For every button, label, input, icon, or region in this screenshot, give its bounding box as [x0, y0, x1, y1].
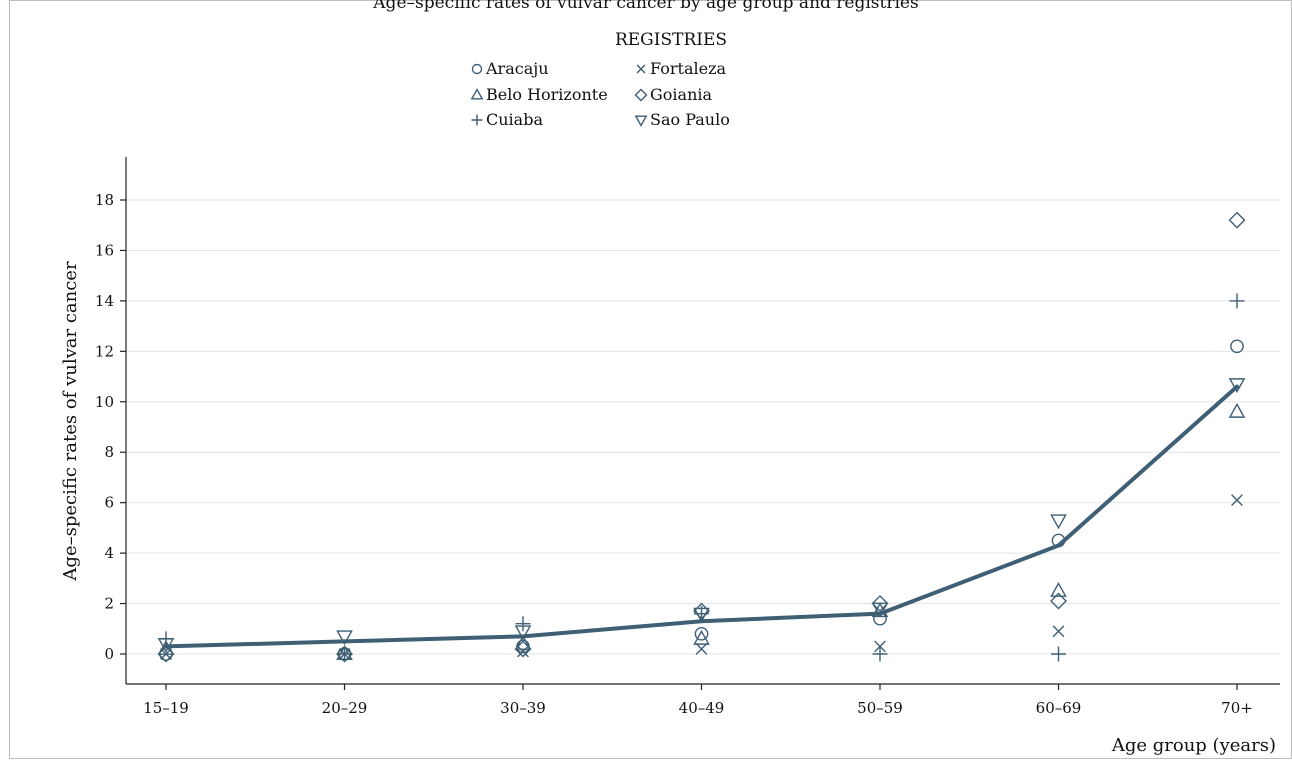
y-tick-label: 14: [95, 292, 114, 310]
data-point-cuiaba-2: [515, 616, 531, 632]
data-point-goiania-6: [1228, 211, 1246, 229]
x-tick-label: 30–39: [500, 699, 546, 717]
data-point-aracaju-6: [1230, 339, 1244, 354]
data-point-cuiaba-5: [1051, 646, 1066, 662]
data-point-belo-horizonte-5: [1050, 582, 1067, 597]
data-point-sao-paulo-3: [693, 607, 710, 623]
data-point-fortaleza-5: [1052, 625, 1065, 638]
legend-marker-sao-paulo: [634, 115, 648, 127]
data-point-sao-paulo-6: [1228, 378, 1246, 394]
data-point-goiania-1: [336, 645, 353, 663]
y-tick-label: 0: [104, 645, 114, 663]
x-axis-title: Age group (years): [1111, 735, 1276, 756]
data-point-aracaju-5: [1051, 533, 1066, 548]
data-point-sao-paulo-2: [514, 625, 532, 641]
legend-label: Goiania: [650, 85, 712, 104]
legend-marker-cuiaba: [471, 114, 483, 126]
x-tick-label: 50–59: [857, 699, 903, 717]
legend-label: Belo Horizonte: [486, 85, 608, 104]
data-point-goiania-2: [514, 640, 532, 658]
data-point-sao-paulo-4: [871, 602, 889, 618]
data-point-goiania-0: [157, 645, 175, 663]
x-tick-label: 40–49: [679, 699, 725, 717]
x-tick-label: 70+: [1221, 699, 1253, 717]
data-point-goiania-4: [871, 595, 889, 613]
data-point-fortaleza-6: [1231, 494, 1243, 507]
y-tick-label: 6: [104, 494, 114, 512]
legend-marker-belo-horizonte: [470, 88, 484, 100]
data-point-goiania-5: [1050, 592, 1067, 610]
data-point-aracaju-3: [694, 626, 709, 641]
y-tick-label: 8: [104, 443, 114, 461]
data-point-cuiaba-6: [1229, 293, 1245, 309]
legend-marker-aracaju: [471, 63, 483, 75]
legend-marker-fortaleza: [636, 64, 646, 74]
data-point-fortaleza-2: [517, 645, 529, 658]
y-tick-label: 4: [104, 544, 114, 562]
data-point-aracaju-4: [873, 611, 887, 626]
legend-label: Fortaleza: [650, 59, 726, 78]
legend-marker-goiania: [634, 88, 648, 102]
x-tick-label: 60–69: [1036, 699, 1082, 717]
data-point-sao-paulo-1: [336, 630, 353, 646]
legend-label: Aracaju: [485, 59, 549, 78]
x-tick-label: 15–19: [143, 699, 189, 717]
y-tick-label: 16: [95, 241, 114, 259]
legend-title: REGISTRIES: [615, 30, 727, 50]
y-tick-label: 18: [95, 191, 114, 209]
page-title: Age–specific rates of vulvar cancer by a…: [372, 0, 918, 13]
data-point-fortaleza-3: [695, 643, 708, 655]
data-point-sao-paulo-5: [1050, 514, 1067, 530]
data-point-fortaleza-4: [874, 640, 886, 653]
data-point-cuiaba-4: [872, 646, 888, 662]
y-axis-title: Age–specific rates of vulvar cancer: [60, 261, 81, 582]
legend-label: Cuiaba: [486, 110, 543, 129]
data-point-sao-paulo-0: [157, 637, 175, 653]
data-point-belo-horizonte-6: [1228, 402, 1246, 418]
data-point-belo-horizonte-3: [693, 629, 710, 645]
y-tick-label: 2: [104, 595, 114, 613]
data-point-belo-horizonte-2: [514, 634, 532, 650]
legend-label: Sao Paulo: [650, 110, 730, 129]
y-tick-label: 10: [95, 393, 114, 411]
x-tick-label: 20–29: [322, 699, 368, 717]
y-tick-label: 12: [95, 342, 114, 360]
